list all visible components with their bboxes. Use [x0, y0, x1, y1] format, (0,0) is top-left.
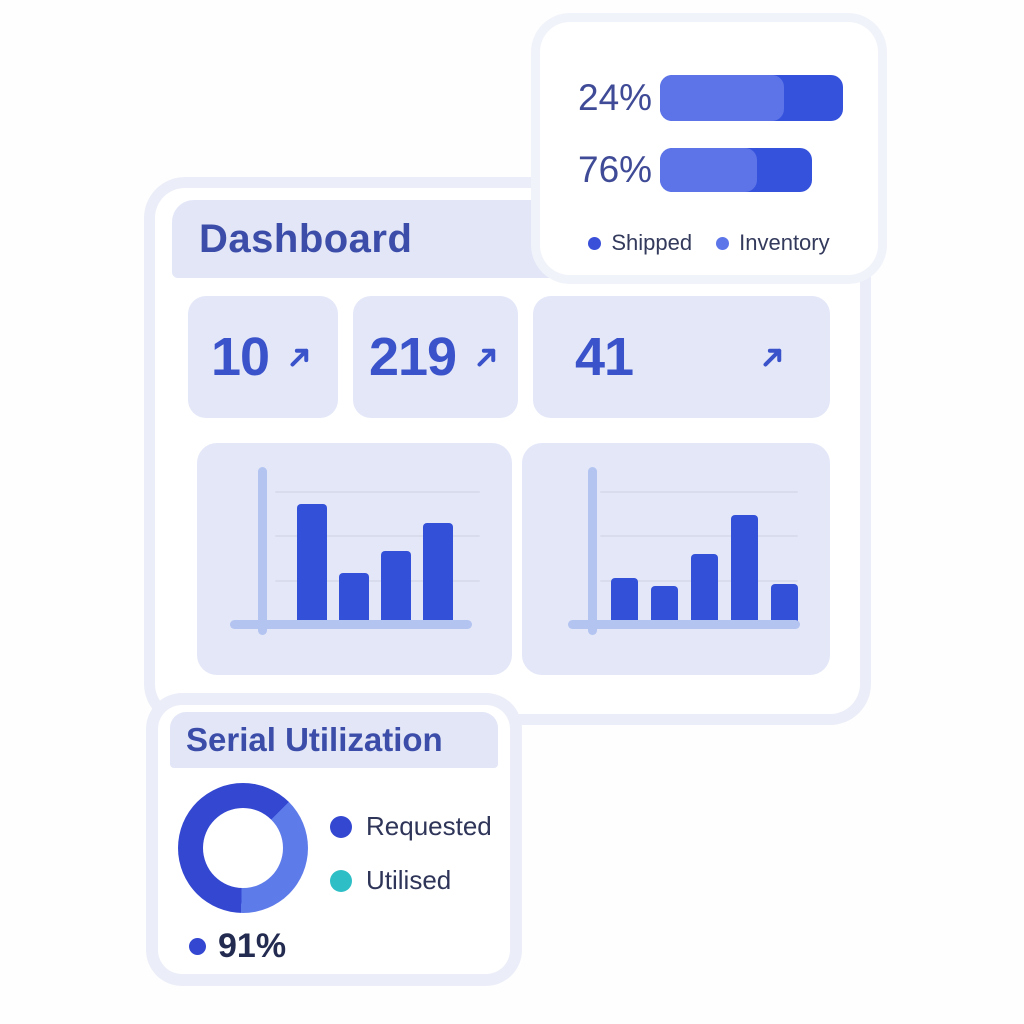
progress-label: 76% — [578, 149, 653, 190]
trend-up-arrow-icon — [477, 348, 496, 367]
legend-item-inventory: Inventory — [716, 230, 830, 256]
stat-tile-3[interactable]: 41 — [533, 296, 830, 418]
bar — [611, 578, 638, 624]
progress-row: 76% — [578, 148, 812, 192]
gridline — [275, 535, 480, 537]
requested-dot-icon — [330, 815, 352, 838]
utilised-dot-icon — [330, 869, 352, 892]
serial-utilization-header: Serial Utilization — [170, 712, 498, 768]
bar — [297, 504, 327, 624]
legend: Shipped Inventory — [540, 230, 878, 256]
bar-group — [611, 515, 798, 624]
trend-up-arrow-icon — [763, 348, 782, 367]
bar — [381, 551, 411, 624]
donut-chart — [178, 783, 308, 913]
shipped-dot-icon — [588, 236, 602, 250]
x-axis — [230, 620, 472, 629]
bar — [423, 523, 453, 624]
trend-up-arrow-icon — [290, 348, 309, 367]
bar-group — [297, 504, 453, 624]
stat-value: 41 — [575, 327, 634, 387]
progress-label: 24% — [578, 77, 653, 118]
stat-value: 10 — [210, 327, 270, 387]
bar-chart-right — [522, 443, 830, 675]
serial-utilization-card: Serial Utilization Requested Utilised 91… — [158, 705, 510, 974]
progress-bar — [660, 148, 812, 192]
gridline — [600, 535, 798, 537]
bar — [731, 515, 758, 624]
donut-value-row: 91% — [189, 927, 286, 966]
legend-item-utilised: Utilised — [330, 865, 451, 896]
inventory-dot-icon — [716, 236, 730, 250]
donut-value: 91% — [218, 927, 287, 965]
bar — [651, 586, 678, 624]
bar-chart-left — [197, 443, 512, 675]
progress-bar — [660, 75, 843, 121]
gridline — [275, 580, 480, 582]
progress-fill — [660, 75, 785, 121]
legend-label: Utilised — [366, 865, 452, 895]
shipping-stats-card: 24% 76% Shipped Inventory — [540, 22, 878, 275]
legend-item-requested: Requested — [330, 811, 492, 842]
gridline — [600, 491, 798, 493]
stat-tile-1[interactable]: 10 — [188, 296, 338, 418]
bar — [771, 584, 798, 624]
y-axis — [588, 467, 597, 635]
chart-tiles-row — [197, 443, 830, 675]
legend-label: Inventory — [739, 230, 830, 255]
legend-label: Requested — [366, 811, 492, 841]
gridline — [275, 491, 480, 493]
stat-tiles-row: 10 219 41 — [188, 296, 830, 418]
serial-utilization-title: Serial Utilization — [186, 721, 443, 758]
x-axis — [568, 620, 800, 629]
bar — [691, 554, 718, 624]
bar — [339, 573, 369, 624]
y-axis — [258, 467, 267, 635]
progress-row: 24% — [578, 75, 843, 121]
progress-fill — [660, 148, 758, 192]
stat-tile-2[interactable]: 219 — [353, 296, 518, 418]
legend-label: Shipped — [611, 230, 693, 255]
stat-value: 219 — [368, 327, 457, 387]
dashboard-title: Dashboard — [199, 216, 413, 261]
value-dot-icon — [189, 938, 206, 955]
legend-item-shipped: Shipped — [588, 230, 692, 256]
